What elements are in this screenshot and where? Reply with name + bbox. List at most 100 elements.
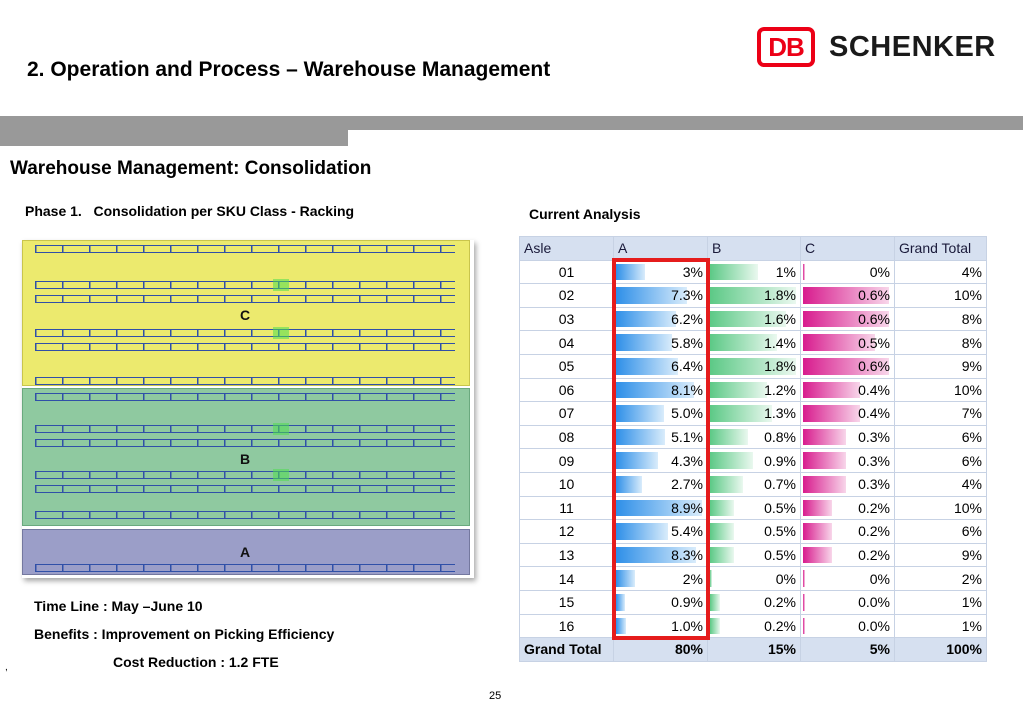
- table-cell: 1.0%: [613, 613, 708, 639]
- cell-value: 0.5%: [858, 334, 890, 351]
- table-cell: 0.3%: [800, 424, 895, 450]
- table-cell: 0.7%: [707, 471, 801, 497]
- table-cell: 6.4%: [613, 353, 708, 379]
- data-bar: [710, 546, 734, 564]
- table-cell: 2.7%: [613, 471, 708, 497]
- table-cell: 0.6%: [800, 306, 895, 332]
- page-number: 25: [489, 690, 502, 702]
- cell-value: 1.2%: [764, 381, 796, 398]
- table-cell: 0%: [707, 566, 801, 591]
- grand-total-value: 80%: [613, 637, 708, 662]
- grand-total-cell: 6%: [894, 519, 987, 544]
- grand-total-cell: 10%: [894, 283, 987, 308]
- warehouse-layout-diagram: C B A: [22, 240, 474, 578]
- data-bar: [803, 334, 875, 351]
- data-bar: [616, 405, 665, 422]
- schenker-logo-text: SCHENKER: [829, 30, 996, 63]
- table-cell: 0.6%: [800, 283, 895, 308]
- cell-value: 0%: [869, 570, 890, 587]
- aisle-cell: 09: [519, 448, 614, 473]
- grand-total-cell: 4%: [894, 471, 987, 497]
- table-cell: 0.5%: [707, 519, 801, 544]
- zone-a: A: [22, 529, 470, 575]
- header-c: C: [800, 236, 895, 261]
- table-cell: 0.3%: [800, 448, 895, 473]
- table-cell: 0.2%: [800, 495, 895, 521]
- aisle-cell: 11: [519, 495, 614, 521]
- cell-value: 5.1%: [671, 429, 703, 446]
- phase-label: Phase 1. Consolidation per SKU Class - R…: [25, 203, 355, 219]
- aisle-cell: 07: [519, 401, 614, 426]
- cell-value: 6.4%: [671, 358, 703, 375]
- grand-total-cell: 8%: [894, 306, 987, 332]
- cell-value: 3%: [682, 263, 703, 280]
- data-bar: [803, 287, 889, 304]
- data-bar: [616, 334, 673, 351]
- data-bar: [710, 405, 773, 422]
- table-cell: 8.1%: [613, 377, 708, 403]
- data-bar: [803, 523, 832, 540]
- cell-value: 0.6%: [858, 358, 890, 375]
- header-aisle: Asle: [519, 236, 614, 261]
- header-divider-tab: [0, 130, 348, 146]
- zone-c: C: [22, 240, 470, 386]
- header-a: A: [613, 236, 708, 261]
- data-bar: [803, 310, 889, 328]
- header-grand-total: Grand Total: [894, 236, 987, 261]
- data-bar: [710, 570, 712, 587]
- grand-total-value: 15%: [707, 637, 801, 662]
- zone-a-label: A: [240, 544, 251, 560]
- grand-total-cell: 9%: [894, 353, 987, 379]
- analysis-title: Current Analysis: [529, 206, 641, 222]
- table-cell: 1.4%: [707, 330, 801, 355]
- table-row: 14 2% 0% 0% 2%: [519, 566, 987, 591]
- data-bar: [616, 263, 645, 281]
- cell-value: 6.2%: [671, 311, 703, 328]
- table-cell: 1.3%: [707, 401, 801, 426]
- cell-value: 1.6%: [764, 311, 796, 328]
- table-cell: 1.2%: [707, 377, 801, 403]
- grand-total-cell: 8%: [894, 330, 987, 355]
- table-cell: 1%: [707, 259, 801, 285]
- table-cell: 5.0%: [613, 401, 708, 426]
- table-cell: 5.1%: [613, 424, 708, 450]
- cell-value: 0.2%: [764, 594, 796, 611]
- data-bar: [616, 617, 626, 635]
- table-header-row: Asle A B C Grand Total: [519, 236, 987, 261]
- cell-value: 1.4%: [764, 334, 796, 351]
- table-cell: 7.3%: [613, 283, 708, 308]
- benefits-note: Benefits : Improvement on Picking Effici…: [34, 626, 335, 642]
- data-bar: [616, 310, 676, 328]
- table-cell: 0.2%: [707, 589, 801, 615]
- aisle-cell: 13: [519, 542, 614, 568]
- table-cell: 0.5%: [800, 330, 895, 355]
- aisle-cell: 14: [519, 566, 614, 591]
- cell-value: 1.3%: [764, 405, 796, 422]
- table-cell: 0.9%: [613, 589, 708, 615]
- table-cell: 5.4%: [613, 519, 708, 544]
- table-row: 07 5.0% 1.3% 0.4% 7%: [519, 401, 987, 426]
- header-b: B: [707, 236, 801, 261]
- data-bar: [710, 475, 744, 493]
- table-row: 01 3% 1% 0% 4%: [519, 259, 987, 285]
- db-schenker-logo: DB SCHENKER: [757, 27, 996, 67]
- aisle-cell: 01: [519, 259, 614, 285]
- table-row: 16 1.0% 0.2% 0.0% 1%: [519, 613, 987, 639]
- table-row: 11 8.9% 0.5% 0.2% 10%: [519, 495, 987, 521]
- cell-value: 5.4%: [671, 523, 703, 540]
- data-bar: [710, 381, 768, 399]
- cell-value: 1.0%: [671, 617, 703, 634]
- table-row: 13 8.3% 0.5% 0.2% 9%: [519, 542, 987, 568]
- section-title: Warehouse Management: Consolidation: [10, 158, 372, 179]
- grand-total-row: Grand Total 80% 15% 5% 100%: [519, 637, 987, 662]
- data-bar: [710, 499, 734, 517]
- cell-value: 0.5%: [764, 547, 796, 564]
- aisle-cell: 05: [519, 353, 614, 379]
- table-cell: 4.3%: [613, 448, 708, 473]
- data-bar: [803, 617, 805, 635]
- table-cell: 8.9%: [613, 495, 708, 521]
- cell-value: 0.3%: [858, 429, 890, 446]
- data-bar: [710, 334, 777, 351]
- grand-total-cell: 10%: [894, 377, 987, 403]
- data-bar: [803, 546, 832, 564]
